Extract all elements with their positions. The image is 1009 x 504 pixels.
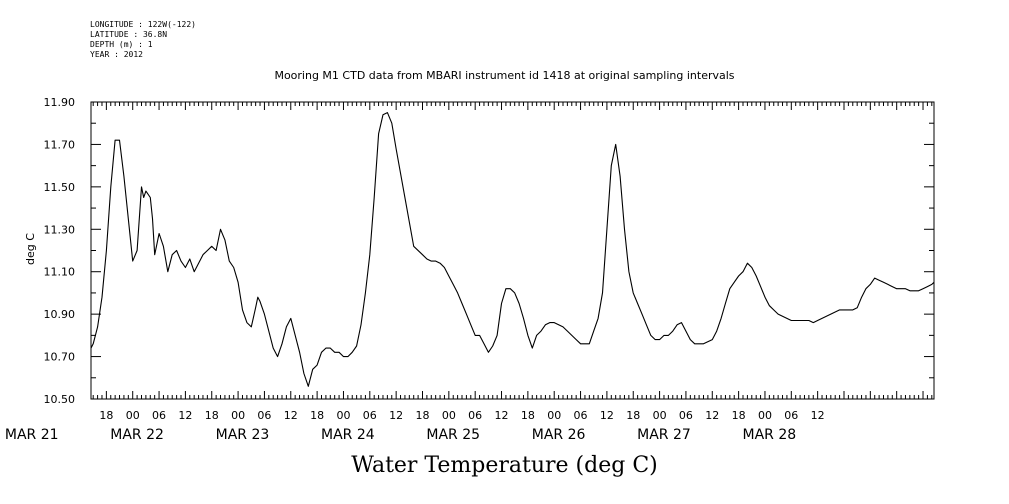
x-axis-title: Water Temperature (deg C) <box>351 453 658 478</box>
x-tick-label: 12 <box>600 409 614 422</box>
date-label: MAR 26 <box>532 427 586 443</box>
latitude-label: LATITUDE : 36.8N <box>90 30 168 39</box>
x-tick-label: 12 <box>495 409 509 422</box>
y-tick-label: 11.10 <box>44 266 76 279</box>
x-tick-label: 06 <box>152 409 166 422</box>
x-tick-label: 00 <box>336 409 350 422</box>
x-tick-label: 00 <box>442 409 456 422</box>
x-tick-label: 06 <box>784 409 798 422</box>
chart-title: Mooring M1 CTD data from MBARI instrumen… <box>274 69 735 82</box>
x-tick-label: 00 <box>547 409 561 422</box>
date-label: MAR 23 <box>216 427 270 443</box>
x-tick-label: 18 <box>310 409 324 422</box>
date-label: MAR 27 <box>637 427 691 443</box>
y-tick-label: 10.90 <box>44 308 76 321</box>
x-tick-label: 18 <box>205 409 219 422</box>
year-label: YEAR : 2012 <box>90 50 143 59</box>
x-tick-label: 00 <box>126 409 140 422</box>
x-tick-label: 12 <box>705 409 719 422</box>
longitude-label: LONGITUDE : 122W(-122) <box>90 20 196 29</box>
date-label: MAR 21 <box>5 427 59 443</box>
x-tick-label: 18 <box>521 409 535 422</box>
temperature-series-line <box>90 112 935 387</box>
x-tick-label: 00 <box>758 409 772 422</box>
metadata-block: LONGITUDE : 122W(-122) LATITUDE : 36.8N … <box>90 20 196 60</box>
y-tick-label: 10.70 <box>44 351 76 364</box>
date-label: MAR 22 <box>110 427 164 443</box>
date-label: MAR 24 <box>321 427 375 443</box>
x-tick-label: 18 <box>626 409 640 422</box>
y-tick-label: 11.50 <box>44 181 76 194</box>
x-tick-label: 06 <box>468 409 482 422</box>
x-tick-label: 00 <box>653 409 667 422</box>
x-tick-label: 12 <box>389 409 403 422</box>
x-tick-label: 00 <box>231 409 245 422</box>
y-axis-label: deg C <box>24 233 37 265</box>
y-tick-label: 11.90 <box>44 96 76 109</box>
x-tick-label: 12 <box>284 409 298 422</box>
y-tick-label: 10.50 <box>44 393 76 406</box>
x-tick-label: 18 <box>99 409 113 422</box>
date-label: MAR 28 <box>743 427 797 443</box>
x-tick-label: 06 <box>679 409 693 422</box>
x-tick-label: 06 <box>574 409 588 422</box>
x-tick-label: 12 <box>811 409 825 422</box>
x-tick-label: 06 <box>257 409 271 422</box>
y-tick-label: 11.70 <box>44 138 76 151</box>
date-label: MAR 25 <box>426 427 480 443</box>
x-tick-label: 06 <box>363 409 377 422</box>
x-tick-label: 12 <box>178 409 192 422</box>
x-tick-label: 18 <box>732 409 746 422</box>
x-tick-label: 18 <box>415 409 429 422</box>
plot-frame <box>90 101 935 400</box>
y-tick-label: 11.30 <box>44 223 76 236</box>
depth-label: DEPTH (m) : 1 <box>90 40 153 49</box>
